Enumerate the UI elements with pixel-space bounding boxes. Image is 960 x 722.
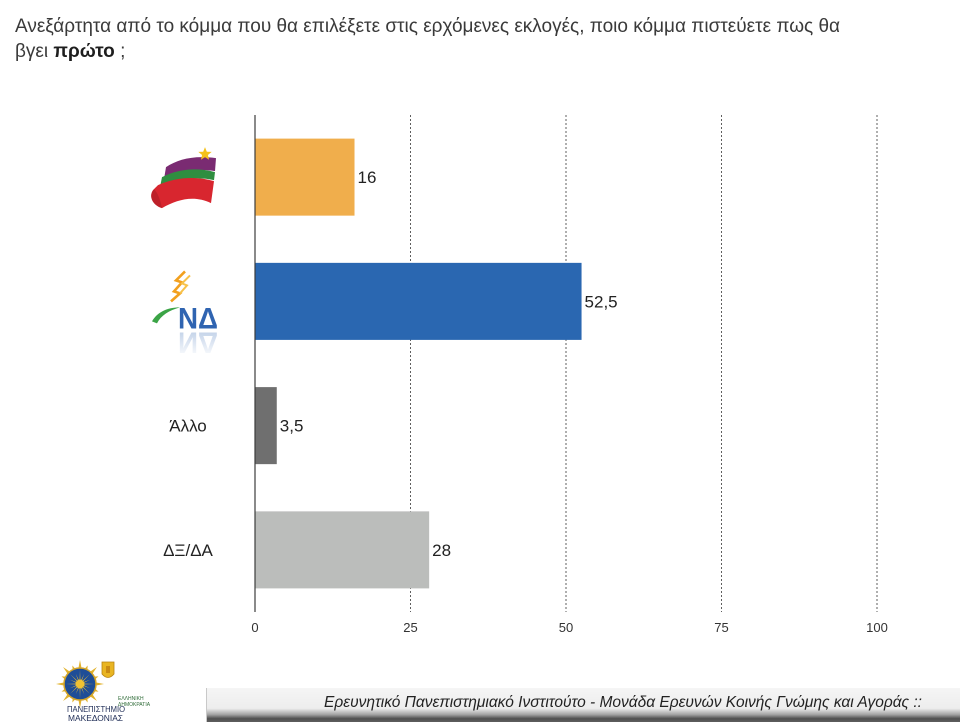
- emblem-sun-ray: [83, 685, 91, 689]
- emblem-sun-ray: [69, 679, 77, 683]
- emblem-ray: [78, 698, 82, 708]
- question-text: βγει: [15, 41, 49, 62]
- emblem-ray: [56, 682, 66, 686]
- syriza-logo-icon: [151, 147, 216, 209]
- data-label: 52,5: [585, 292, 618, 311]
- emblem-sun-ray: [79, 687, 81, 698]
- emblem-sun-ray: [81, 687, 85, 695]
- bar: [255, 511, 430, 589]
- flag-fold-shade: [151, 189, 162, 209]
- category-label: Άλλο: [169, 417, 207, 436]
- emblem-ray: [78, 660, 82, 670]
- emblem-sun-ray: [82, 686, 90, 694]
- nd-logo-reflection: ΝΔ: [178, 325, 218, 358]
- flag-stripe-red: [151, 178, 214, 209]
- category-label: ΔΞ/ΔΑ: [163, 541, 213, 560]
- emblem-sun-ray: [81, 673, 85, 681]
- emblem-sun-ray: [75, 673, 79, 681]
- emblem-inner-rays: [66, 670, 94, 698]
- question-line-2: βγει πρώτο ;: [15, 39, 945, 64]
- question-mark: ;: [120, 41, 126, 62]
- data-label: 28: [432, 541, 451, 560]
- emblem-sun-ray: [69, 685, 77, 689]
- bar-layer: 16 52,5 3,5 Άλλο 28 ΔΞ/ΔΑ: [163, 115, 618, 612]
- university-logo: ΕΛΛΗΝΙΚΗ ΔΗΜΟΚΡΑΤΙΑ ΠΑΝΕΠΙΣΤΗΜΙΟ ΜΑΚΕΔΟΝ…: [56, 660, 151, 722]
- nd-logo-icon: ΝΔ ΝΔ: [152, 270, 218, 358]
- data-label: 3,5: [280, 417, 304, 436]
- bar: [255, 262, 582, 340]
- torch-flame-inner-icon: [179, 274, 191, 295]
- emblem-sun-ray: [83, 679, 91, 683]
- footer-bar: Ερευνητικό Πανεπιστημιακό Ινστιτούτο - Μ…: [206, 688, 960, 722]
- bar: [255, 138, 355, 216]
- x-tick-label: 0: [251, 620, 258, 635]
- bar-chart: 0 25 50 75 100 16 52,5 3,5 Άλλο 28 ΔΞ/ΔΑ ΝΔ ΝΔ: [151, 115, 888, 635]
- emblem-sun-ray: [66, 683, 77, 685]
- emblem-sun-ray: [83, 683, 94, 685]
- footer-caption: Ερευνητικό Πανεπιστημιακό Ινστιτούτο - Μ…: [324, 694, 922, 711]
- emblem-ray: [94, 682, 104, 686]
- data-label: 16: [358, 168, 377, 187]
- question-title: Ανεξάρτητα από το κόμμα που θα επιλέξετε…: [15, 14, 945, 64]
- torch-flame-icon: [170, 270, 186, 303]
- emblem-icon: [56, 660, 104, 708]
- question-emphasis: πρώτο: [53, 41, 115, 62]
- shield-icon: [101, 661, 115, 678]
- emblem-sun-ray: [79, 670, 81, 681]
- emblem-sun-ray: [70, 674, 78, 682]
- question-line-1: Ανεξάρτητα από το κόμμα που θα επιλέξετε…: [15, 16, 841, 37]
- x-tick-label: 50: [559, 620, 573, 635]
- x-tick-label: 25: [403, 620, 417, 635]
- x-tick-label: 75: [714, 620, 728, 635]
- logo-small-line-2: ΔΗΜΟΚΡΑΤΙΑ: [118, 702, 151, 708]
- logo-line-1: ΠΑΝΕΠΙΣΤΗΜΙΟ: [67, 704, 125, 714]
- star-icon: [198, 147, 212, 160]
- emblem-sun-ray: [82, 674, 90, 682]
- bar: [255, 387, 277, 465]
- green-swoosh-icon: [152, 307, 180, 324]
- emblem-sun-ray: [70, 686, 78, 694]
- logo-small-line-1: ΕΛΛΗΝΙΚΗ: [118, 696, 144, 702]
- emblem-sun-ray: [75, 687, 79, 695]
- x-tick-label: 100: [866, 620, 888, 635]
- logo-line-2: ΜΑΚΕΔΟΝΙΑΣ: [68, 713, 123, 722]
- nd-logo-text: ΝΔ: [178, 302, 218, 335]
- emblem-center: [75, 679, 85, 689]
- grid-layer: 0 25 50 75 100: [251, 115, 888, 635]
